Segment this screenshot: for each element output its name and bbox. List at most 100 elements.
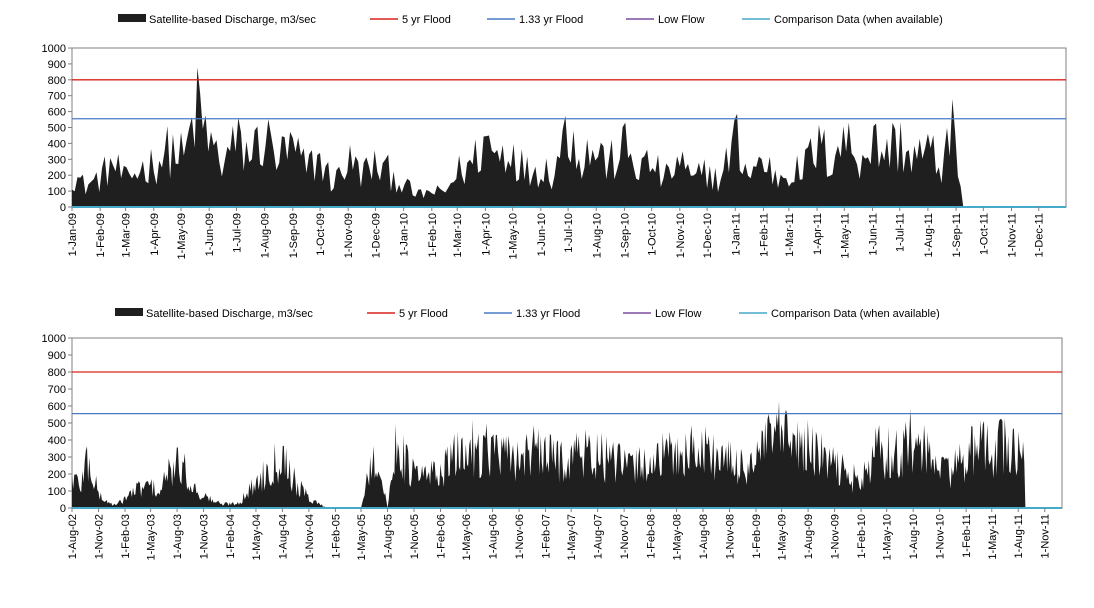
x-axis: 1-Jan-09 1-Feb-09 1-Mar-09 1-Apr-09 1-May-09… <box>67 207 1046 259</box>
legend-label: 5 yr Flood <box>399 308 448 320</box>
legend-item-discharge: Satellite-based Discharge, m3/sec <box>118 14 316 26</box>
x-tick-label: 1-May-08 <box>672 514 684 560</box>
x-tick-label: 1-Nov-11 <box>1006 213 1018 257</box>
x-tick-label: 1-Feb-08 <box>646 514 658 559</box>
legend-item-lowflow: Low Flow <box>623 308 702 320</box>
legend-item-discharge: Satellite-based Discharge, m3/sec <box>115 308 313 320</box>
x-tick-label: 1-Feb-05 <box>330 514 342 559</box>
y-tick-label: 0 <box>60 202 66 214</box>
legend-item-flood133: 1.33 yr Flood <box>487 14 583 26</box>
x-tick-label: 1-May-11 <box>987 514 999 560</box>
y-axis: 0 100 200 300 400 500 600 700 800 900 1000 <box>42 333 72 515</box>
x-tick-label: 1-Jan-09 <box>67 213 79 256</box>
legend-item-flood133: 1.33 yr Flood <box>484 308 580 320</box>
y-tick-label: 1000 <box>42 43 66 55</box>
x-tick-label: 1-Aug-09 <box>260 213 272 258</box>
y-tick-label: 100 <box>48 186 66 198</box>
x-axis: 1-Aug-02 1-Nov-02 1-Feb-03 1-May-03 1-Aug-03… <box>67 508 1052 560</box>
legend-label: Low Flow <box>655 308 702 320</box>
y-tick-label: 0 <box>60 503 66 515</box>
legend-label: 1.33 yr Flood <box>516 308 580 320</box>
x-tick-label: 1-Feb-09 <box>95 213 107 258</box>
x-tick-label: 1-Feb-06 <box>435 514 447 559</box>
series-discharge-area <box>72 401 1062 508</box>
legend-label: Low Flow <box>658 14 705 26</box>
x-tick-label: 1-Feb-07 <box>541 514 553 559</box>
legend-item-flood5: 5 yr Flood <box>370 14 451 26</box>
y-tick-label: 300 <box>48 154 66 166</box>
y-tick-label: 600 <box>48 107 66 119</box>
legend-label: Satellite-based Discharge, m3/sec <box>149 14 316 26</box>
x-tick-label: 1-Aug-02 <box>67 514 79 559</box>
x-tick-label: 1-Aug-11 <box>1013 514 1025 558</box>
legend-swatch <box>118 14 146 22</box>
x-tick-label: 1-Nov-10 <box>935 514 947 559</box>
x-tick-label: 1-Nov-02 <box>93 514 105 559</box>
x-tick-label: 1-Dec-11 <box>1034 213 1046 257</box>
legend-label: Comparison Data (when available) <box>771 308 940 320</box>
x-tick-label: 1-May-10 <box>508 213 520 259</box>
legend-label: 5 yr Flood <box>402 14 451 26</box>
legend-item-lowflow: Low Flow <box>626 14 705 26</box>
x-tick-label: 1-Mar-09 <box>121 213 133 258</box>
x-tick-label: 1-May-06 <box>461 514 473 560</box>
x-tick-label: 1-Feb-04 <box>225 514 237 559</box>
x-tick-label: 1-Mar-10 <box>452 213 464 258</box>
x-tick-label: 1-Aug-03 <box>172 514 184 559</box>
x-tick-label: 1-Nov-10 <box>675 213 687 258</box>
y-tick-label: 800 <box>48 367 66 379</box>
y-tick-label: 700 <box>48 91 66 103</box>
x-tick-label: 1-Sep-09 <box>288 213 300 258</box>
x-tick-label: 1-Feb-03 <box>120 514 132 559</box>
y-tick-label: 900 <box>48 350 66 362</box>
x-tick-label: 1-Feb-11 <box>758 213 770 257</box>
x-tick-label: 1-May-11 <box>839 213 851 259</box>
x-tick-label: 1-Aug-11 <box>923 213 935 257</box>
x-tick-label: 1-Aug-05 <box>383 514 395 559</box>
legend-swatch <box>115 308 143 316</box>
x-tick-label: 1-Jul-09 <box>231 213 243 253</box>
x-tick-label: 1-Apr-11 <box>812 213 824 255</box>
x-tick-label: 1-Aug-09 <box>803 514 815 559</box>
x-tick-label: 1-Aug-08 <box>698 514 710 559</box>
x-tick-label: 1-May-03 <box>146 514 158 560</box>
x-tick-label: 1-Feb-10 <box>856 514 868 559</box>
x-tick-label: 1-Sep-10 <box>619 213 631 258</box>
x-tick-label: 1-Nov-11 <box>1040 514 1052 558</box>
x-tick-label: 1-Mar-11 <box>784 213 796 257</box>
series-discharge-area <box>72 67 1066 208</box>
x-tick-label: 1-Feb-09 <box>751 514 763 559</box>
x-tick-label: 1-Jun-11 <box>867 213 879 256</box>
legend-label: 1.33 yr Flood <box>519 14 583 26</box>
legend: Satellite-based Discharge, m3/sec 5 yr Fl… <box>115 308 940 320</box>
x-tick-label: 1-Jul-11 <box>895 213 907 252</box>
y-tick-label: 200 <box>48 469 66 481</box>
x-tick-label: 1-Nov-08 <box>725 514 737 559</box>
x-tick-label: 1-Nov-09 <box>830 514 842 559</box>
x-tick-label: 1-Apr-10 <box>480 213 492 256</box>
x-tick-label: 1-Nov-07 <box>619 514 631 559</box>
x-tick-label: 1-Dec-09 <box>370 213 382 258</box>
y-tick-label: 700 <box>48 384 66 396</box>
legend-item-flood5: 5 yr Flood <box>367 308 448 320</box>
x-tick-label: 1-Nov-06 <box>514 514 526 559</box>
x-tick-label: 1-May-07 <box>566 514 578 560</box>
x-tick-label: 1-Oct-11 <box>978 213 990 255</box>
y-tick-label: 200 <box>48 170 66 182</box>
x-tick-label: 1-Nov-04 <box>304 514 316 559</box>
x-tick-label: 1-Nov-09 <box>343 213 355 258</box>
y-tick-label: 400 <box>48 138 66 150</box>
x-tick-label: 1-Nov-03 <box>199 514 211 559</box>
x-tick-label: 1-Aug-04 <box>277 514 289 559</box>
y-tick-label: 1000 <box>42 333 66 345</box>
x-tick-label: 1-Jan-10 <box>399 213 411 256</box>
x-tick-label: 1-Jun-10 <box>536 213 548 256</box>
y-tick-label: 400 <box>48 435 66 447</box>
y-tick-label: 500 <box>48 418 66 430</box>
x-tick-label: 1-Jul-10 <box>563 213 575 253</box>
legend-label: Satellite-based Discharge, m3/sec <box>146 308 313 320</box>
y-tick-label: 600 <box>48 401 66 413</box>
y-tick-label: 800 <box>48 75 66 87</box>
x-tick-label: 1-Jan-11 <box>730 213 742 256</box>
